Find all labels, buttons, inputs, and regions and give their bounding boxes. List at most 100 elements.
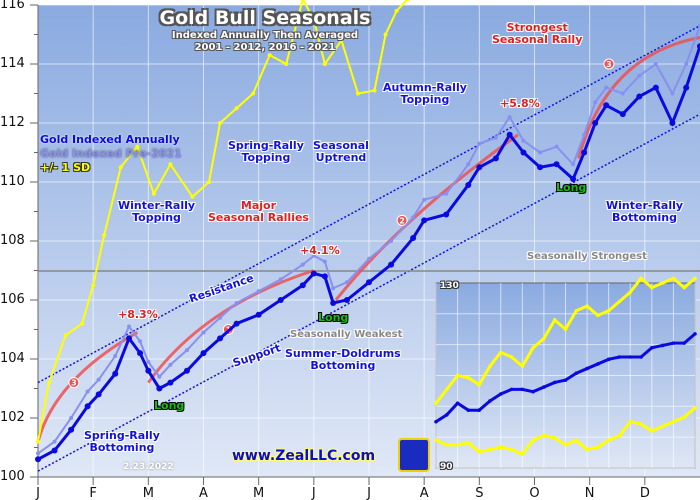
series-line [37, 45, 700, 461]
inset-data-point [444, 443, 449, 447]
inset-data-point [563, 443, 568, 447]
inset-data-point [520, 387, 525, 392]
data-point [51, 447, 58, 454]
data-point [343, 297, 350, 303]
inset-data-point [617, 355, 622, 359]
annotation-pct-winter: +8.3% [118, 308, 158, 321]
inset-ytick-bottom: 90 [440, 462, 453, 472]
data-point [234, 300, 239, 305]
inset-data-point [682, 285, 687, 290]
data-point [138, 339, 143, 344]
legend-item-annual: Gold Indexed Annually [40, 133, 180, 146]
data-point [300, 262, 305, 267]
inset-chart [434, 276, 697, 469]
inset-data-point [434, 438, 438, 443]
chart-subtitle-1: Indexed Annually Then Averaged [171, 30, 359, 41]
data-point [344, 280, 349, 285]
data-point [652, 84, 659, 91]
data-point [145, 367, 152, 374]
data-point [383, 32, 388, 37]
inset-data-point [628, 355, 633, 359]
inset-data-point [477, 450, 481, 454]
resistance-trendline [37, 24, 700, 384]
annotation-seasonal-uptrend: Seasonal Uptrend [313, 139, 369, 164]
data-point [36, 451, 40, 456]
data-point [217, 335, 224, 342]
inset-data-point [509, 355, 514, 359]
data-point [167, 379, 174, 386]
data-point [135, 144, 140, 149]
data-point [322, 259, 327, 264]
inset-data-point [552, 436, 557, 440]
data-point [299, 282, 306, 289]
inset-data-point [682, 341, 687, 345]
data-point [36, 439, 40, 444]
data-point [68, 426, 75, 433]
data-point [301, 0, 305, 2]
xtick-label: F [89, 486, 97, 500]
support-trendline [37, 113, 700, 472]
inset-ytick-top: 130 [440, 281, 459, 291]
annotation-autumn-rally-topping: Autumn-Rally Topping [383, 81, 467, 106]
ytick-label: 114 [0, 56, 25, 71]
data-point [571, 162, 576, 167]
data-point [284, 62, 289, 66]
inset-data-point [650, 345, 654, 350]
annotation-long-spring: Long [154, 399, 185, 412]
xtick-label: J [36, 486, 40, 500]
data-point [619, 111, 626, 118]
inset-data-point [693, 276, 697, 281]
xtick-label: M [142, 486, 154, 500]
data-point [669, 120, 676, 126]
xtick-label: J [367, 486, 371, 500]
axes [30, 4, 700, 485]
data-point [207, 180, 212, 184]
data-point [506, 131, 513, 138]
ytick-label: 106 [0, 292, 25, 307]
inset-data-point [552, 318, 557, 322]
inset-data-point [585, 366, 589, 371]
data-point [183, 367, 190, 374]
annotation-winter-rally-topping: Winter-Rally Topping [118, 199, 196, 224]
data-point [157, 374, 162, 379]
inset-data-point [574, 308, 579, 313]
annotation-long-summer: Long [318, 311, 349, 324]
chart-title-block: Gold Bull Seasonals Indexed Annually The… [140, 6, 390, 54]
data-point [476, 164, 483, 171]
data-point [311, 253, 316, 258]
inset-data-point [444, 387, 449, 392]
data-point [91, 283, 96, 288]
data-point [256, 289, 261, 294]
data-point [168, 362, 173, 367]
data-point [251, 91, 256, 96]
data-point [684, 62, 689, 66]
data-point [137, 350, 144, 357]
rally-arc [147, 269, 315, 384]
data-point [63, 333, 68, 338]
inset-data-point [477, 408, 481, 412]
rally-marker-number: 3 [606, 60, 612, 69]
data-point [493, 135, 498, 140]
rally-marker-number: 3 [71, 379, 77, 388]
data-point [507, 115, 512, 120]
data-point [553, 161, 560, 168]
data-point [330, 299, 337, 306]
data-point [84, 403, 91, 410]
data-point [85, 389, 90, 394]
zeal-logo [398, 438, 430, 472]
data-point [113, 354, 118, 359]
data-point [35, 456, 41, 463]
inset-data-point [639, 422, 643, 426]
inset-data-point [628, 419, 633, 424]
data-point [156, 385, 163, 392]
annotation-long-winter: Long [556, 181, 587, 194]
inset-data-point [650, 285, 654, 290]
data-point [47, 380, 52, 385]
data-point [355, 91, 360, 96]
inset-data-point [542, 385, 546, 389]
data-point [620, 91, 625, 96]
data-point [52, 439, 57, 444]
date-label: 2.23.2022 [123, 462, 174, 472]
data-point [184, 348, 189, 353]
